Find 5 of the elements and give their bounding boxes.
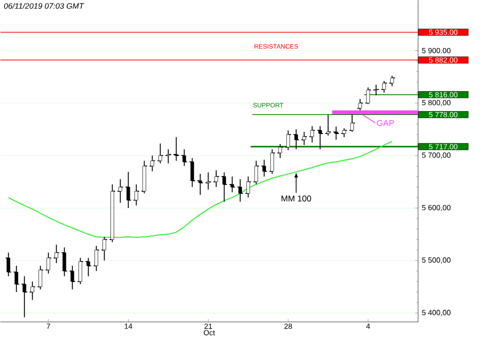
candlestick [182,148,186,167]
legend-label: GAP [376,120,394,126]
candlestick [198,174,202,196]
candlestick [190,158,194,188]
text: MM 100 [282,196,312,202]
